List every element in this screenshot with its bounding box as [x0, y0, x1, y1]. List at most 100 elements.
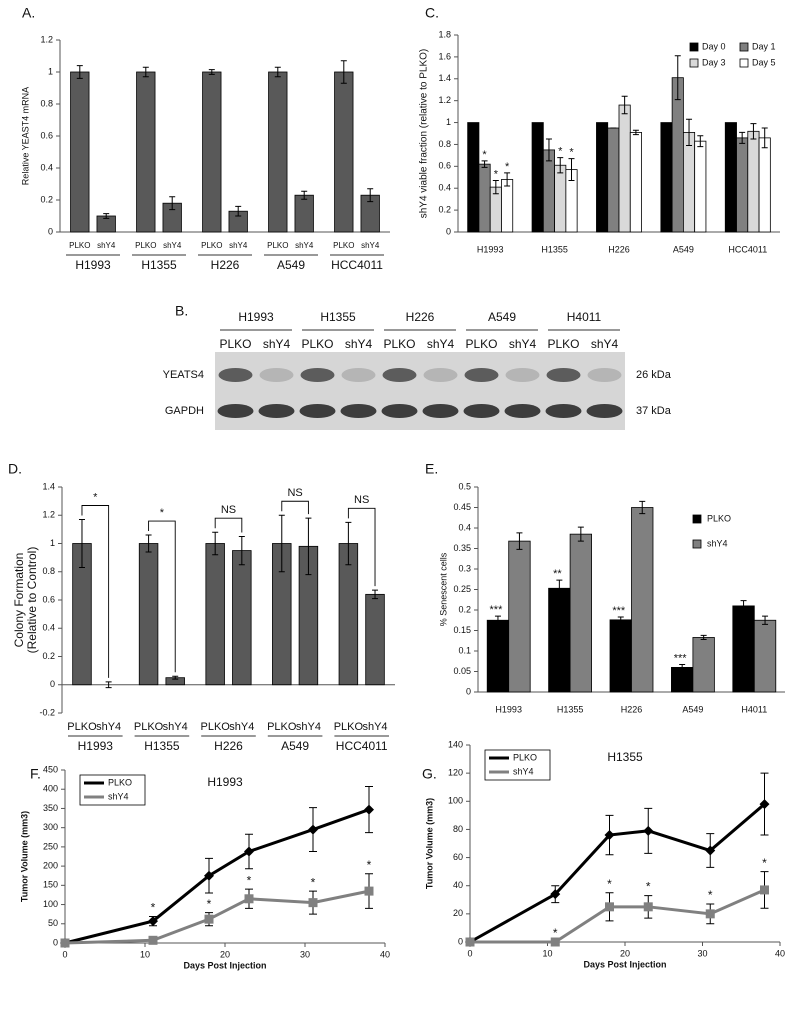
- y-axis-label: % Senescent cells: [438, 552, 448, 626]
- y-tick-label: 140: [448, 739, 463, 749]
- error-bar: [492, 180, 499, 195]
- y-tick-label: 150: [43, 880, 58, 890]
- x-tick-label: shY4: [296, 721, 321, 733]
- y-tick-label: 0.05: [453, 666, 471, 676]
- y-tick-label: 0.8: [438, 139, 451, 149]
- group-label: H1355: [144, 739, 180, 753]
- y-tick-label: 0: [50, 679, 55, 689]
- y-tick-label: 0.6: [40, 130, 53, 140]
- blot-band: [464, 368, 499, 382]
- y-tick-label: 100: [448, 796, 463, 806]
- error-bar: [750, 123, 757, 140]
- blot-band: [382, 368, 417, 382]
- error-bar: [278, 514, 285, 573]
- marker: [605, 902, 614, 912]
- y-tick-label: 0.5: [458, 481, 471, 491]
- group-label: H226: [211, 258, 240, 272]
- x-tick-label: shY4: [96, 721, 121, 733]
- y-tick-label: 120: [448, 768, 463, 778]
- bar: [747, 130, 760, 233]
- annotation: *: [607, 877, 612, 891]
- blot-band: [587, 368, 622, 382]
- y-tick-label: 0.2: [42, 651, 55, 661]
- bracket: [214, 517, 243, 533]
- error-bar: [235, 205, 242, 217]
- group-label: A549: [281, 739, 309, 753]
- legend-box: [79, 774, 146, 806]
- legend-label: Day 3: [702, 57, 726, 67]
- blot-band: [505, 368, 540, 382]
- legend-swatch: [692, 539, 702, 549]
- panel-label: B.: [175, 303, 188, 319]
- y-tick-label: 20: [453, 908, 463, 918]
- y-tick-label: 40: [453, 880, 463, 890]
- error-bar: [556, 579, 563, 597]
- error-bar: [172, 675, 179, 680]
- marker: [148, 916, 158, 927]
- error-bar: [632, 129, 639, 136]
- y-axis-label: (Relative to Control): [25, 547, 39, 654]
- bar: [531, 122, 544, 233]
- annotation: ***: [674, 652, 688, 664]
- bar: [232, 550, 252, 686]
- bar: [508, 540, 531, 693]
- error-bar: [740, 600, 747, 612]
- panel-label: G.: [422, 766, 437, 782]
- bar: [736, 137, 749, 233]
- error-bar: [145, 534, 152, 553]
- x-tick-label: shY4: [163, 241, 182, 250]
- y-tick-label: 0.4: [40, 162, 53, 172]
- chart-title: H1355: [607, 750, 643, 764]
- blot-lane-label: PLKO: [301, 337, 333, 351]
- y-tick-label: -0.2: [39, 707, 55, 717]
- bracket: [148, 520, 176, 673]
- panel-label: F.: [30, 766, 41, 782]
- x-tick-label: H226: [608, 244, 630, 254]
- bar: [205, 543, 225, 686]
- marker: [148, 935, 158, 945]
- group-label: H1993: [78, 739, 114, 753]
- error-bar: [679, 664, 686, 671]
- group-label: HCC4011: [331, 258, 383, 272]
- blot-band: [463, 404, 500, 418]
- y-tick-label: 400: [43, 784, 58, 794]
- y-tick-label: 1: [48, 66, 53, 76]
- bar: [631, 507, 654, 693]
- marker: [244, 846, 254, 857]
- annotation: *: [247, 873, 252, 887]
- blot-band: [546, 368, 581, 382]
- error-bar: [617, 616, 624, 624]
- y-axis-label: Tumor Volume (mm3): [424, 798, 434, 889]
- x-axis-label: Days Post Injection: [583, 959, 666, 969]
- blot-group-label: H1993: [238, 310, 274, 324]
- blot-lane-label: PLKO: [547, 337, 579, 351]
- group-label: H1355: [141, 258, 177, 272]
- annotation: *: [646, 880, 651, 894]
- x-axis-label: Days Post Injection: [183, 960, 266, 970]
- error-bar: [568, 158, 575, 182]
- legend-label: shY4: [513, 766, 534, 776]
- blot-size-label: 26 kDa: [636, 369, 672, 381]
- error-bar: [78, 518, 85, 569]
- legend-label: Day 5: [752, 57, 776, 67]
- bracket-label: NS: [354, 494, 369, 506]
- x-tick-label: HCC4011: [728, 244, 767, 254]
- x-tick-label: shY4: [361, 241, 380, 250]
- y-tick-label: 100: [43, 899, 58, 909]
- x-tick-label: 0: [62, 949, 67, 959]
- y-tick-label: 80: [453, 824, 463, 834]
- annotation: *: [207, 897, 212, 911]
- x-tick-label: shY4: [229, 241, 248, 250]
- error-bar: [577, 526, 584, 542]
- blot-lane-label: shY4: [509, 337, 537, 351]
- x-tick-label: PLKO: [69, 241, 90, 250]
- error-bar: [142, 66, 149, 78]
- bar: [478, 163, 491, 233]
- bar: [671, 667, 694, 693]
- annotation: *: [494, 168, 499, 180]
- error-bar: [761, 127, 768, 149]
- error-bar: [208, 69, 215, 75]
- x-tick-label: PLKO: [333, 241, 354, 250]
- group-label: H1993: [75, 258, 111, 272]
- blot-band: [217, 404, 254, 418]
